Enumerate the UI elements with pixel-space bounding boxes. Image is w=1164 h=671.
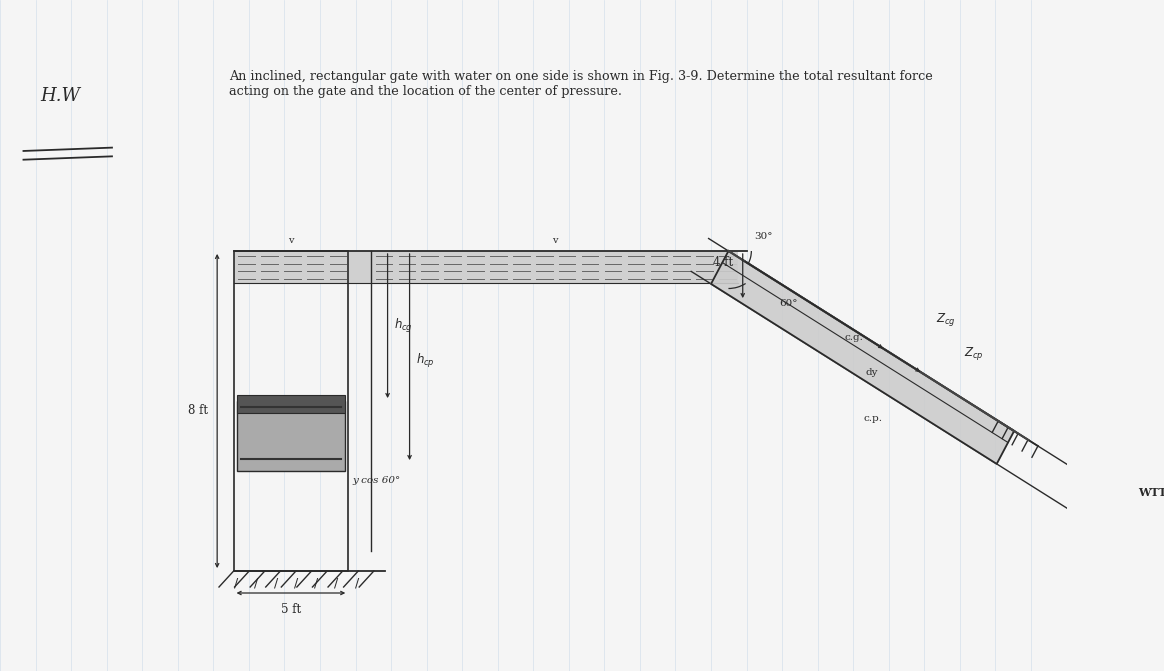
Text: 4 ft: 4 ft <box>714 256 733 269</box>
Text: dy: dy <box>866 368 879 377</box>
Text: v: v <box>552 236 558 245</box>
Text: $h_{cg}$: $h_{cg}$ <box>393 317 413 335</box>
Text: y cos 60°: y cos 60° <box>353 476 402 485</box>
Bar <box>234 251 348 571</box>
Text: 30°: 30° <box>754 232 773 241</box>
Text: H.W: H.W <box>41 87 80 105</box>
Text: /: / <box>234 576 237 589</box>
Text: c.g.: c.g. <box>844 333 864 342</box>
Text: /: / <box>254 576 258 589</box>
Text: 5 ft: 5 ft <box>281 603 301 616</box>
Text: $Z_{cp}$: $Z_{cp}$ <box>964 345 984 362</box>
Text: /: / <box>294 576 298 589</box>
Text: c.p.: c.p. <box>864 414 882 423</box>
Text: /: / <box>355 576 359 589</box>
Text: v: v <box>289 236 293 245</box>
Text: 60°: 60° <box>779 299 797 307</box>
Text: /: / <box>314 576 319 589</box>
Text: $h_{cp}$: $h_{cp}$ <box>416 352 435 370</box>
Text: /: / <box>274 576 278 589</box>
Text: $Z_{cg}$: $Z_{cg}$ <box>936 311 956 329</box>
Bar <box>237 401 345 471</box>
Polygon shape <box>711 251 1014 464</box>
Text: An inclined, rectangular gate with water on one side is shown in Fig. 3-9. Deter: An inclined, rectangular gate with water… <box>229 70 934 99</box>
Text: /: / <box>334 576 339 589</box>
Bar <box>237 395 345 413</box>
Bar <box>234 251 738 283</box>
Text: WTTX: WTTX <box>1137 487 1164 498</box>
Text: 8 ft: 8 ft <box>189 405 208 417</box>
